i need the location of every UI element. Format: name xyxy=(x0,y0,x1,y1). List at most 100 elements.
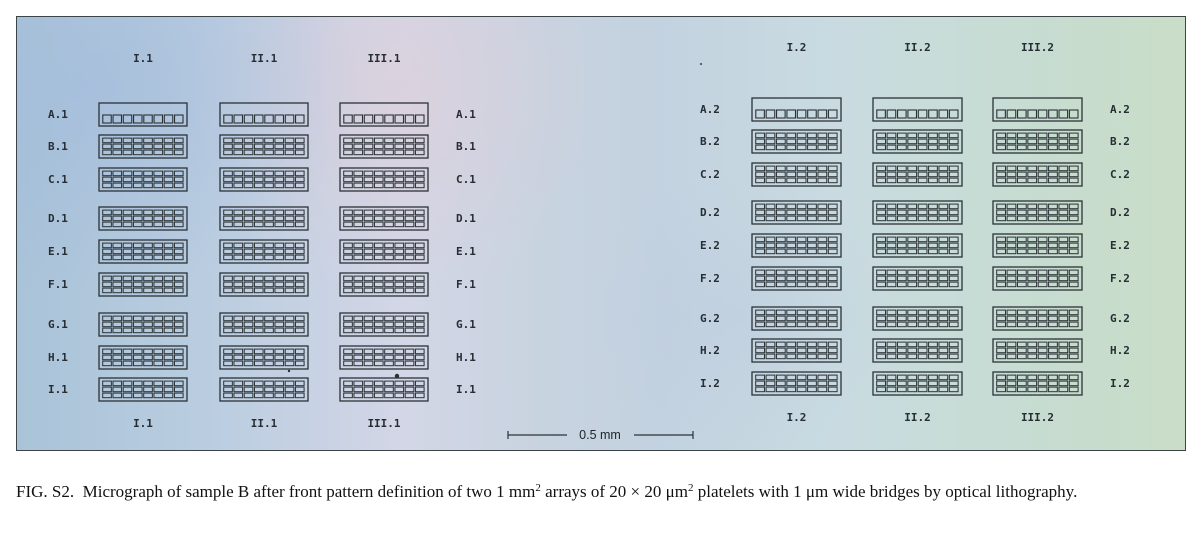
platelet xyxy=(132,392,143,399)
platelet xyxy=(896,171,907,178)
platelet xyxy=(796,380,807,387)
platelet xyxy=(1068,281,1079,288)
platelet xyxy=(414,209,425,216)
platelet xyxy=(363,315,374,322)
platelet xyxy=(996,109,1006,119)
platelet xyxy=(223,348,233,355)
platelet xyxy=(827,374,838,381)
platelet xyxy=(132,242,143,249)
platelet xyxy=(394,360,405,367)
platelet xyxy=(1027,138,1038,145)
platelet xyxy=(928,109,938,119)
platelet xyxy=(896,347,907,354)
platelet xyxy=(1016,281,1027,288)
platelet xyxy=(394,254,405,261)
platelet xyxy=(938,132,949,139)
platelet xyxy=(765,321,776,328)
platelet xyxy=(1006,353,1017,360)
platelet xyxy=(394,182,405,189)
platelet xyxy=(886,144,897,151)
platelet xyxy=(373,143,384,150)
platelet-block-g-1-col2 xyxy=(219,312,309,337)
platelet xyxy=(102,281,112,288)
platelet xyxy=(132,137,143,144)
platelet xyxy=(1016,347,1027,354)
platelet xyxy=(796,309,807,316)
platelet xyxy=(1006,203,1017,210)
platelet xyxy=(173,275,184,282)
platelet xyxy=(143,221,153,228)
platelet xyxy=(928,171,938,178)
platelet xyxy=(807,109,817,119)
platelet xyxy=(294,380,305,387)
platelet xyxy=(153,176,164,183)
platelet xyxy=(1027,177,1038,184)
platelet xyxy=(765,177,776,184)
platelet xyxy=(122,275,133,282)
platelet xyxy=(384,143,394,150)
platelet xyxy=(384,348,394,355)
platelet xyxy=(907,242,918,249)
platelet xyxy=(264,287,274,294)
platelet xyxy=(1048,341,1058,348)
platelet xyxy=(807,380,817,387)
platelet xyxy=(765,132,776,139)
platelet-block-i-2-col3 xyxy=(992,371,1083,396)
platelet xyxy=(243,215,254,222)
platelet xyxy=(132,327,143,334)
platelet xyxy=(1048,177,1058,184)
platelet xyxy=(102,287,112,294)
platelet xyxy=(1068,165,1079,172)
platelet xyxy=(928,281,938,288)
platelet xyxy=(102,149,112,156)
platelet xyxy=(775,144,786,151)
platelet-block-f-2-col1 xyxy=(751,266,842,291)
platelet xyxy=(786,386,797,393)
block-outline xyxy=(872,371,963,396)
platelet xyxy=(938,109,949,119)
platelet xyxy=(132,360,143,367)
platelet xyxy=(353,221,364,228)
platelet xyxy=(153,137,164,144)
platelet xyxy=(817,144,828,151)
platelet xyxy=(363,182,374,189)
platelet xyxy=(264,386,274,393)
platelet xyxy=(876,236,886,243)
platelet xyxy=(223,254,233,261)
platelet xyxy=(143,182,153,189)
platelet xyxy=(1016,275,1027,282)
block-outline xyxy=(992,233,1083,258)
platelet xyxy=(223,360,233,367)
row-label-right: D.2 xyxy=(1110,206,1130,219)
platelet xyxy=(928,242,938,249)
platelet xyxy=(274,215,285,222)
platelet xyxy=(132,354,143,361)
platelet xyxy=(775,203,786,210)
platelet xyxy=(223,248,233,255)
platelet xyxy=(896,380,907,387)
platelet xyxy=(243,354,254,361)
platelet xyxy=(112,176,123,183)
platelet xyxy=(133,114,143,124)
platelet xyxy=(233,221,244,228)
platelet xyxy=(363,380,374,387)
platelet xyxy=(907,109,918,119)
platelet xyxy=(1048,209,1058,216)
platelet xyxy=(1058,374,1069,381)
platelet xyxy=(223,242,233,249)
platelet xyxy=(253,354,264,361)
platelet xyxy=(796,236,807,243)
platelet xyxy=(132,176,143,183)
platelet xyxy=(163,242,174,249)
platelet xyxy=(928,380,938,387)
platelet xyxy=(143,354,153,361)
platelet xyxy=(1006,315,1017,322)
platelet xyxy=(938,386,949,393)
platelet xyxy=(796,171,807,178)
platelet xyxy=(163,143,174,150)
platelet xyxy=(938,321,949,328)
platelet xyxy=(153,348,164,355)
platelet xyxy=(1006,236,1017,243)
platelet xyxy=(294,248,305,255)
platelet xyxy=(233,215,244,222)
